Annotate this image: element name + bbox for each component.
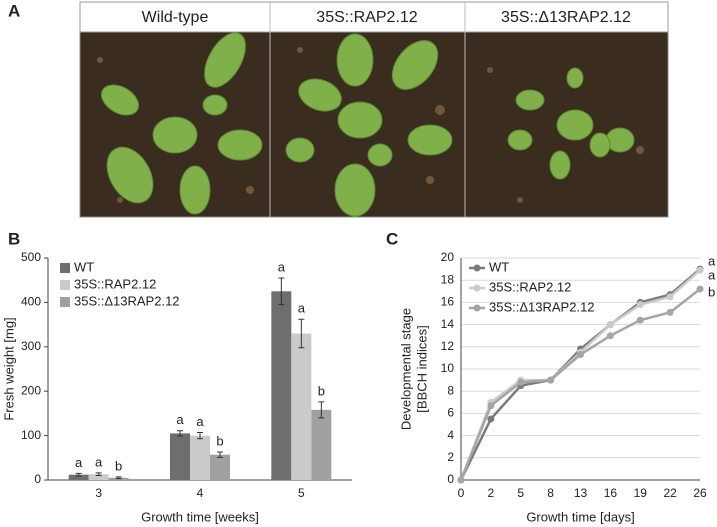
y-tick-label: 400 (21, 295, 41, 309)
legend-label: 35S::RAP2.12 (74, 276, 156, 291)
y-tick-label: 20 (441, 250, 455, 264)
legend-label: 35S::Δ13RAP2.12 (74, 293, 180, 308)
x-tick-label: 4 (197, 486, 204, 500)
point (636, 316, 644, 324)
y-tick-label: 14 (441, 317, 455, 331)
significance-letter: a (298, 301, 306, 316)
x-tick-label: 0 (458, 486, 465, 500)
panel-label: B (8, 229, 20, 248)
y-axis-title: Fresh weight [mg] (1, 317, 16, 420)
y-tick-label: 2 (447, 450, 454, 464)
error-bar (217, 451, 223, 458)
y-tick-label: 6 (447, 406, 454, 420)
photo (79, 1, 669, 218)
point (696, 266, 704, 274)
y-tick-label: 300 (21, 339, 41, 353)
significance-letter: a (95, 454, 103, 469)
error-bar (75, 472, 82, 477)
y-tick-label: 0 (34, 472, 41, 486)
bar (271, 291, 292, 480)
y-axis-title: Developmental stage (398, 308, 413, 430)
legend-label: WT (489, 259, 509, 274)
photo-label: Wild-type (142, 9, 209, 26)
point (606, 332, 614, 340)
significance-letter: a (196, 414, 204, 429)
significance-letter: a (708, 268, 716, 283)
point (666, 308, 674, 316)
bar (311, 409, 332, 480)
point (577, 351, 584, 359)
y-tick-label: 10 (441, 361, 455, 375)
bar (88, 474, 109, 480)
x-tick-label: 5 (298, 486, 305, 500)
error-bar (95, 472, 102, 477)
legend-label: WT (74, 259, 94, 274)
significance-letter: b (318, 383, 325, 398)
y-tick-label: 500 (21, 250, 41, 264)
legend-swatch (60, 280, 70, 290)
x-tick-label: 16 (604, 486, 618, 500)
significance-letter: a (176, 412, 184, 427)
significance-letter: a (278, 259, 286, 274)
y-tick-label: 8 (447, 383, 454, 397)
significance-letter: a (75, 455, 83, 470)
significance-letter: b (216, 433, 223, 448)
point (666, 293, 674, 301)
photo-label: 35S::Δ13RAP2.12 (501, 9, 631, 26)
error-bar (298, 318, 305, 349)
x-axis-title: Growth time [weeks] (141, 509, 259, 524)
legend-swatch (60, 297, 70, 307)
x-tick-label: 3 (95, 486, 102, 500)
bar (190, 435, 210, 480)
panel-label: A (8, 1, 20, 20)
y-tick-label: 16 (441, 295, 455, 309)
significance-letter: b (708, 285, 715, 300)
legend-marker (473, 284, 481, 292)
y-tick-label: 18 (441, 272, 455, 286)
legend-swatch (60, 263, 70, 273)
significance-letter: a (708, 254, 716, 269)
y-axis-title: [BBCH indices] (414, 325, 429, 412)
point (696, 285, 704, 293)
x-tick-label: 2 (488, 486, 495, 500)
y-tick-label: 0 (447, 472, 454, 486)
error-bar (177, 430, 183, 437)
point (487, 415, 495, 423)
x-tick-label: 26 (693, 486, 707, 500)
x-tick-label: 19 (634, 486, 648, 500)
bar (170, 433, 190, 480)
point (606, 321, 614, 329)
y-tick-label: 4 (447, 428, 454, 442)
y-tick-label: 12 (441, 339, 455, 353)
y-tick-label: 100 (21, 428, 41, 442)
bar (210, 454, 230, 480)
error-bar (115, 476, 122, 480)
point (487, 402, 495, 410)
y-tick-label: 200 (21, 383, 41, 397)
point (636, 301, 644, 309)
x-tick-label: 13 (574, 486, 588, 500)
point (457, 476, 465, 484)
x-tick-label: 5 (517, 486, 524, 500)
point (517, 378, 525, 386)
bar (68, 474, 89, 480)
error-bar (197, 431, 203, 440)
x-axis-title: Growth time [days] (526, 509, 634, 524)
legend-label: 35S::RAP2.12 (489, 279, 571, 294)
error-bar (318, 401, 325, 419)
point (547, 376, 555, 384)
legend-marker (473, 304, 481, 312)
legend-marker (473, 264, 481, 272)
x-tick-label: 8 (547, 486, 554, 500)
photo-label: 35S::RAP2.12 (316, 9, 418, 26)
bar (291, 333, 312, 480)
error-bar (278, 277, 285, 306)
legend-label: 35S::Δ13RAP2.12 (489, 299, 595, 314)
x-tick-label: 22 (663, 486, 677, 500)
series-line (459, 288, 701, 481)
significance-letter: b (115, 458, 122, 473)
panel-label: C (386, 229, 398, 248)
